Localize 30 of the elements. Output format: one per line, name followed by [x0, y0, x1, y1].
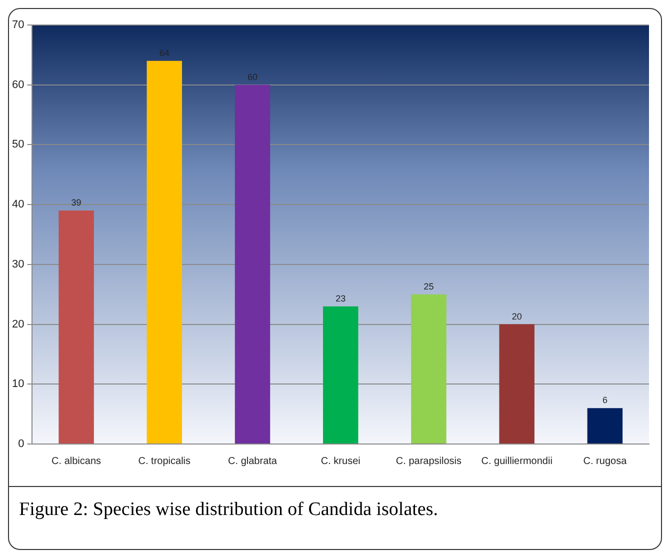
y-tick-label: 0	[18, 438, 24, 450]
x-tick-label: C. albicans	[52, 456, 102, 467]
y-tick-label: 20	[12, 318, 24, 330]
x-tick-label: C. guilliermondii	[481, 456, 552, 467]
data-label: 60	[248, 72, 258, 82]
y-tick-label: 40	[12, 198, 24, 211]
x-tick-label: C. glabrata	[228, 456, 278, 467]
y-tick-label: 70	[12, 19, 24, 32]
x-tick-label: C. rugosa	[583, 456, 628, 467]
y-tick-label: 60	[12, 78, 24, 91]
data-label: 64	[159, 48, 170, 58]
bar	[234, 84, 270, 444]
x-tick-label: C. krusei	[320, 456, 360, 467]
bar	[146, 60, 182, 444]
x-tick-label: C. parapsilosis	[396, 456, 462, 467]
data-label: 23	[336, 293, 346, 304]
x-tick-label: C. tropicalis	[138, 456, 191, 467]
bar	[58, 210, 94, 444]
y-tick-label: 50	[12, 138, 24, 151]
bar	[499, 324, 534, 444]
bar	[411, 294, 446, 444]
bar	[587, 408, 623, 444]
data-label: 39	[71, 198, 82, 208]
data-label: 20	[512, 311, 522, 322]
y-tick-label: 30	[12, 258, 24, 270]
data-label: 6	[602, 395, 608, 406]
bar	[322, 306, 358, 444]
data-label: 25	[424, 281, 434, 292]
y-tick-label: 10	[12, 378, 24, 390]
caption: Figure 2: Species wise distribution of Candida isolates.	[19, 499, 440, 521]
